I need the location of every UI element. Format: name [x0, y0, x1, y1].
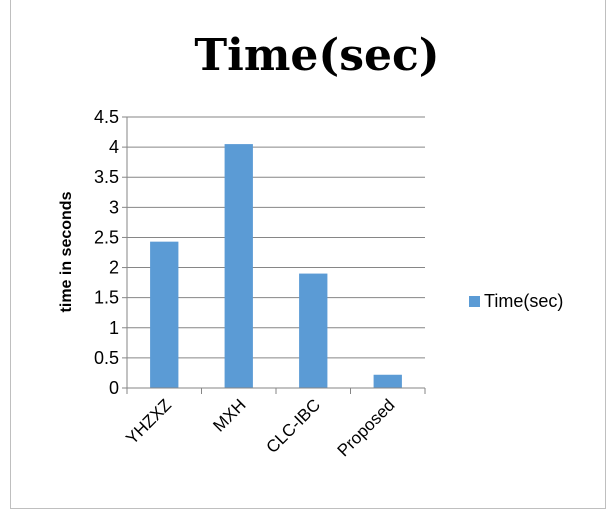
bar-proposed — [373, 374, 402, 388]
y-tick-label: 0 — [109, 378, 119, 398]
x-category-label: MXH — [209, 395, 249, 435]
y-tick-label: 4 — [109, 137, 119, 157]
legend-swatch — [469, 296, 480, 307]
y-tick-label: 1 — [109, 318, 119, 338]
bar-mxh — [224, 144, 253, 388]
y-tick-label: 1.5 — [94, 288, 119, 308]
y-tick-label: 3.5 — [94, 167, 119, 187]
chart-title: Time(sec) — [194, 30, 439, 81]
x-category-label: YHZXZ — [122, 395, 175, 448]
bars — [150, 144, 402, 388]
y-tick-label: 4.5 — [94, 107, 119, 127]
y-tick-label: 2.5 — [94, 227, 119, 247]
y-tick-label: 3 — [109, 197, 119, 217]
y-axis-title: time in seconds — [58, 191, 75, 312]
y-tick-label: 0.5 — [94, 348, 119, 368]
x-category-label: Proposed — [334, 395, 399, 460]
chart-frame — [10, 0, 606, 509]
y-tick-label: 2 — [109, 258, 119, 278]
axes: 0 0.5 1 1.5 2 2.5 3 3.5 4 4.5 YHZXZ MXH CLC-IBC Propo… — [94, 107, 426, 460]
legend: Time(sec) — [469, 291, 563, 311]
bar-yhzxz — [150, 241, 179, 388]
legend-label: Time(sec) — [484, 291, 563, 311]
bar-clc-ibc — [299, 273, 328, 388]
x-category-label: CLC-IBC — [263, 395, 325, 457]
